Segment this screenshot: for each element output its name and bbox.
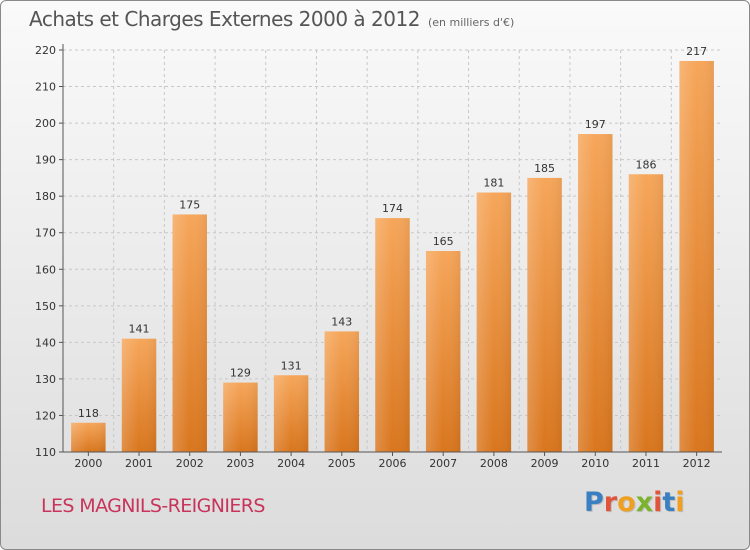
bar-value-label: 197 bbox=[585, 118, 606, 131]
y-tick-label: 180 bbox=[35, 190, 56, 203]
chart-title-row: Achats et Charges Externes 2000 à 2012 (e… bbox=[29, 7, 514, 31]
bar-group bbox=[273, 375, 309, 452]
bar-value-label: 141 bbox=[129, 323, 150, 336]
bar-group bbox=[628, 174, 664, 452]
logo-letter: P bbox=[584, 487, 604, 518]
x-tick-label: 2010 bbox=[581, 457, 609, 470]
y-tick-label: 170 bbox=[35, 227, 56, 240]
bar-value-label: 165 bbox=[433, 235, 454, 248]
x-tick-label: 2008 bbox=[480, 457, 508, 470]
bar-shine bbox=[679, 60, 714, 453]
bar-value-label: 185 bbox=[534, 162, 555, 175]
x-tick-label: 2003 bbox=[226, 457, 254, 470]
logo-letter: o bbox=[617, 487, 636, 518]
y-tick-label: 210 bbox=[35, 81, 56, 94]
x-tick-label: 2004 bbox=[277, 457, 305, 470]
y-tick-label: 120 bbox=[35, 409, 56, 422]
bar-group bbox=[223, 382, 258, 452]
bar-value-label: 181 bbox=[483, 177, 504, 190]
bar-value-label: 175 bbox=[179, 198, 200, 211]
chart-unit: (en milliers d'€) bbox=[427, 16, 515, 29]
bar-group bbox=[527, 177, 562, 452]
bar-group bbox=[71, 422, 106, 452]
bar-value-label: 217 bbox=[686, 45, 707, 58]
y-tick-label: 150 bbox=[35, 300, 56, 313]
bar-shine bbox=[628, 174, 664, 452]
x-tick-label: 2006 bbox=[379, 457, 407, 470]
bar-shine bbox=[425, 251, 461, 452]
bar-group bbox=[425, 251, 461, 452]
x-tick-label: 2001 bbox=[125, 457, 153, 470]
bar-group bbox=[476, 192, 512, 452]
bar-group bbox=[324, 331, 360, 452]
y-tick-label: 200 bbox=[35, 117, 56, 130]
bar-shine bbox=[71, 422, 106, 452]
logo-letter: i bbox=[675, 487, 685, 518]
x-tick-label: 2007 bbox=[429, 457, 457, 470]
x-tick-label: 2011 bbox=[632, 457, 660, 470]
bar-value-label: 143 bbox=[331, 315, 352, 328]
y-tick-label: 220 bbox=[35, 44, 56, 57]
bar-group bbox=[679, 60, 714, 453]
bar-shine bbox=[527, 177, 562, 452]
bar-group bbox=[121, 338, 157, 452]
y-tick-label: 130 bbox=[35, 373, 56, 386]
y-tick-label: 140 bbox=[35, 336, 56, 349]
logo-letter: i bbox=[653, 487, 663, 518]
commune-name: LES MAGNILS-REIGNIERS bbox=[41, 495, 265, 517]
y-tick-label: 190 bbox=[35, 154, 56, 167]
bar-shine bbox=[578, 134, 613, 452]
bar-shine bbox=[324, 331, 360, 452]
bar-value-label: 186 bbox=[635, 158, 656, 171]
bar-shine bbox=[476, 192, 512, 452]
logo-letter: x bbox=[635, 487, 654, 518]
bar-group bbox=[172, 214, 207, 452]
logo-letter: t bbox=[662, 487, 676, 518]
x-tick-label: 2009 bbox=[531, 457, 559, 470]
bar-value-label: 118 bbox=[78, 407, 99, 420]
x-tick-label: 2002 bbox=[176, 457, 204, 470]
bar-shine bbox=[223, 382, 258, 452]
bar-shine bbox=[172, 214, 207, 452]
proxiti-logo[interactable]: Proxiti bbox=[584, 487, 685, 518]
bar-layer bbox=[71, 60, 714, 453]
bar-value-label: 131 bbox=[281, 359, 302, 372]
x-tick-label: 2000 bbox=[74, 457, 102, 470]
logo-letter: r bbox=[603, 487, 618, 518]
bar-group bbox=[375, 218, 410, 452]
bar-group bbox=[578, 134, 613, 452]
bar-shine bbox=[121, 338, 157, 452]
x-tick-label: 2005 bbox=[328, 457, 356, 470]
bar-shine bbox=[273, 375, 309, 452]
bar-shine bbox=[375, 218, 410, 452]
bar-value-label: 174 bbox=[382, 202, 403, 215]
bar-value-label: 129 bbox=[230, 367, 251, 380]
y-tick-label: 160 bbox=[35, 263, 56, 276]
chart-title: Achats et Charges Externes 2000 à 2012 bbox=[29, 7, 420, 31]
x-tick-label: 2012 bbox=[683, 457, 711, 470]
y-tick-label: 110 bbox=[35, 446, 56, 459]
axis-layer: 110 120 130 140 150 160 170 180 190 200 210 220 118 2… bbox=[35, 44, 722, 470]
